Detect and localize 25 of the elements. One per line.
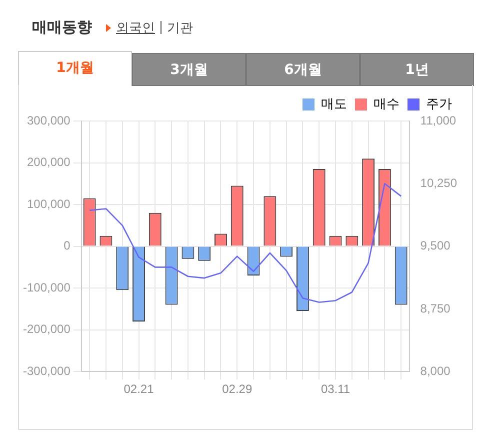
legend-label: 매수 (374, 96, 400, 112)
y-tick-label: -200,000 (23, 322, 71, 336)
y2-tick-label: 8,750 (420, 301, 451, 316)
y-tick-label: -100,000 (23, 280, 71, 294)
text: 3개월 (132, 53, 246, 86)
y2-tick-label: 10,250 (420, 176, 458, 190)
x-tick-label: 02.29 (222, 382, 252, 396)
text: 6개월 (246, 53, 360, 86)
y2-tick-label: 9,500 (420, 238, 451, 253)
text: 1개월 (18, 51, 132, 86)
legend-label: 주가 (426, 96, 452, 112)
y2-tick-label: 11,000 (420, 113, 456, 128)
y-tick-label: -300,000 (23, 364, 71, 378)
y-tick-label: 300,000 (26, 113, 71, 128)
text: 외국인 (116, 20, 155, 36)
text: 1년 (360, 53, 474, 86)
legend-label: 매도 (321, 96, 347, 112)
text: 기관 (167, 20, 193, 36)
x-tick-label: 03.11 (320, 382, 350, 396)
chart-title: 매매동향 (32, 18, 92, 37)
y-tick-label: 0 (64, 238, 71, 253)
y-tick-label: 100,000 (26, 196, 71, 211)
y2-tick-label: 8,000 (420, 364, 451, 378)
y-tick-label: 200,000 (26, 155, 71, 170)
x-tick-label: 02.21 (124, 382, 154, 396)
